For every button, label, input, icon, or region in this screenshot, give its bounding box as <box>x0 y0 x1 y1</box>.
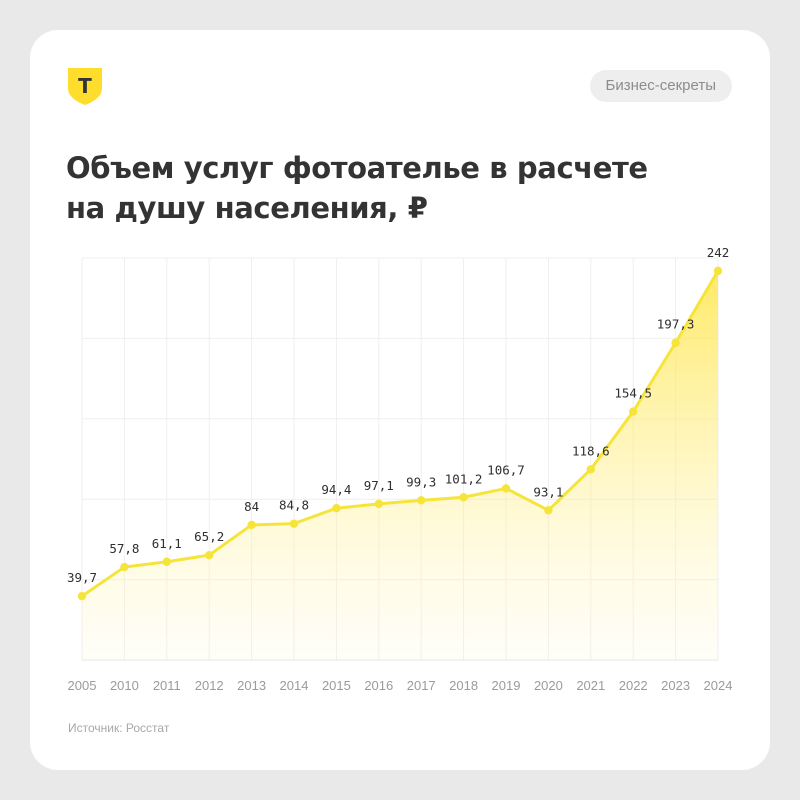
title-line-1: Объем услуг фотоателье в расчете <box>66 151 648 185</box>
x-tick-label: 2020 <box>534 678 563 693</box>
category-tag[interactable]: Бизнес-секреты <box>589 70 732 102</box>
data-label: 84 <box>244 499 259 514</box>
data-label: 61,1 <box>152 536 182 551</box>
data-point <box>459 493 468 502</box>
series-line <box>81 270 720 598</box>
data-label: 57,8 <box>109 541 139 556</box>
data-point <box>247 520 256 530</box>
data-point <box>671 338 680 347</box>
card: Т Бизнес-секреты Объем услуг фотоателье … <box>30 30 770 770</box>
data-label: 93,1 <box>533 484 563 499</box>
data-label: 99,3 <box>406 474 436 489</box>
title-line-2: на душу населения, ₽ <box>66 191 428 225</box>
x-tick-label: 2014 <box>280 678 309 693</box>
brand-logo-icon: Т <box>68 68 102 105</box>
data-point <box>77 591 87 601</box>
data-point <box>205 550 214 560</box>
x-tick-label: 2010 <box>110 678 139 693</box>
data-point <box>629 407 638 416</box>
series-area <box>82 270 718 660</box>
data-point <box>586 465 595 474</box>
data-point <box>332 504 341 513</box>
x-tick-label: 2018 <box>449 678 478 693</box>
data-label: 39,7 <box>67 570 97 585</box>
data-label: 197,3 <box>657 317 695 332</box>
x-tick-label: 2013 <box>237 678 266 693</box>
x-tick-label: 2012 <box>195 678 224 693</box>
data-label: 97,1 <box>364 478 394 493</box>
data-label: 118,6 <box>572 443 610 458</box>
data-label: 65,2 <box>194 529 224 544</box>
data-label: 154,5 <box>614 386 652 401</box>
data-label: 84,8 <box>279 498 309 513</box>
data-label: 106,7 <box>487 462 525 477</box>
data-point <box>544 506 553 515</box>
data-point <box>162 557 171 566</box>
x-tick-label: 2017 <box>407 678 436 693</box>
data-label: 101,2 <box>445 471 483 486</box>
x-tick-label: 2011 <box>153 678 181 693</box>
x-tick-label: 2016 <box>364 678 393 693</box>
source-note: Источник: Росстат <box>68 721 170 735</box>
data-point <box>289 519 299 528</box>
data-point <box>120 562 129 572</box>
brand-logo-letter: Т <box>78 74 92 98</box>
data-point <box>713 266 723 276</box>
data-point <box>374 499 383 509</box>
x-tick-label: 2005 <box>68 678 97 693</box>
x-tick-label: 2023 <box>661 678 690 693</box>
x-tick-label: 2024 <box>704 678 733 693</box>
page-title: Объем услуг фотоателье в расчете на душу… <box>66 148 706 228</box>
data-label: 94,4 <box>321 482 351 497</box>
x-tick-label: 2015 <box>322 678 351 693</box>
x-tick-label: 2019 <box>492 678 521 693</box>
data-label: 242 <box>707 245 730 260</box>
data-point <box>501 484 511 493</box>
x-tick-label: 2021 <box>576 678 605 693</box>
x-tick-label: 2022 <box>619 678 648 693</box>
data-point <box>417 496 426 505</box>
line-area-chart: 39,7 57,8 61,1 65,2 84 84,8 94,4 97,1 99,3 101,2 1… <box>67 245 733 693</box>
